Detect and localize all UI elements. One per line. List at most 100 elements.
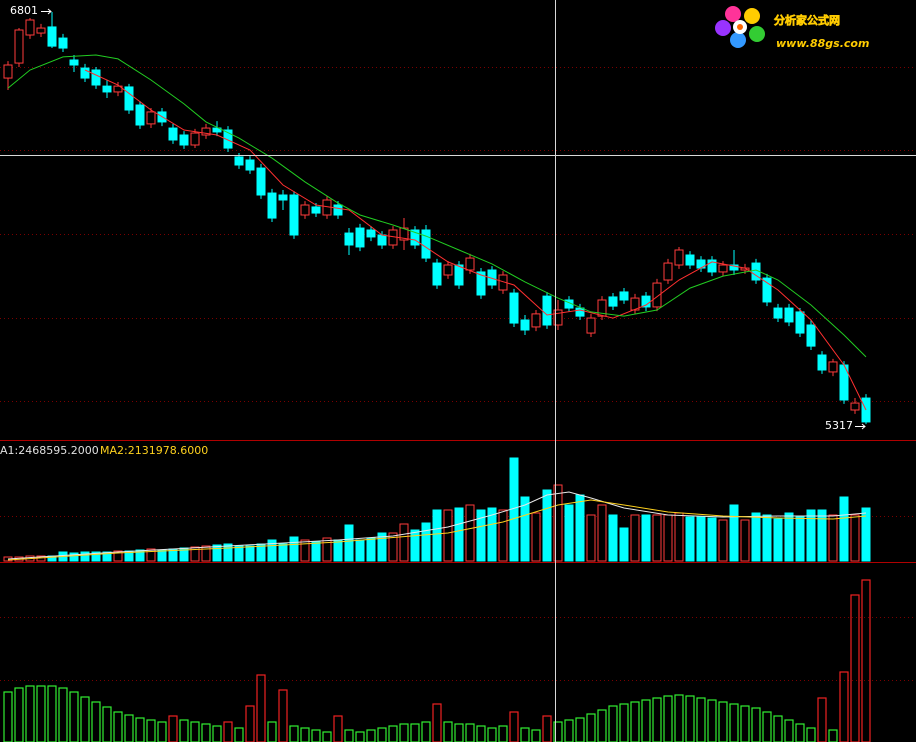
- high-arrow-head: [47, 8, 52, 15]
- indicator-bar: [597, 709, 607, 742]
- candle-body: [850, 402, 860, 411]
- logo-url: www.88gs.com: [776, 37, 869, 50]
- volume-bar: [333, 539, 343, 562]
- indicator-bar: [212, 725, 222, 742]
- volume-bar: [267, 539, 277, 562]
- ma2-label: MA2:2131978.6000: [100, 444, 208, 457]
- candle-body: [509, 292, 519, 324]
- volume-bar: [696, 516, 706, 562]
- candle-body: [366, 229, 376, 238]
- volume-bar: [432, 509, 442, 562]
- candle-body: [124, 86, 134, 111]
- candle-body: [135, 104, 145, 126]
- indicator-bar: [377, 727, 387, 742]
- candle-body: [146, 111, 156, 125]
- candle-body: [344, 232, 354, 246]
- indicator-bar: [685, 695, 695, 742]
- indicator-bar: [740, 705, 750, 742]
- candle-body: [212, 127, 222, 133]
- marks: [3, 11, 871, 742]
- indicator-bar: [443, 721, 453, 742]
- indicator-bar: [80, 696, 90, 742]
- candle-body: [795, 311, 805, 334]
- indicator-bar: [498, 725, 508, 742]
- low-label: 5317: [825, 419, 853, 432]
- indicator-bar: [652, 697, 662, 742]
- candle-body: [443, 264, 453, 276]
- candle-body: [619, 291, 629, 301]
- volume-bar: [454, 507, 464, 562]
- volume-bar: [718, 519, 728, 562]
- candle-body: [80, 67, 90, 79]
- volume-bar: [520, 496, 530, 562]
- volume-bar: [234, 545, 244, 562]
- candle-body: [245, 159, 255, 171]
- volume-bar: [608, 514, 618, 562]
- indicator-bar: [795, 723, 805, 742]
- volume-bar: [201, 545, 211, 562]
- volume-bar: [69, 552, 79, 562]
- indicator-bar: [531, 729, 541, 742]
- candle-body: [113, 85, 123, 93]
- indicator-bar: [58, 687, 68, 742]
- candle-body: [421, 229, 431, 259]
- indicator-bar: [157, 721, 167, 742]
- grid: [0, 67, 916, 681]
- candle-body: [377, 234, 387, 246]
- low-arrow-head: [861, 423, 866, 430]
- candle-body: [718, 264, 728, 273]
- volume-bar: [465, 504, 475, 562]
- candle-body: [410, 229, 420, 246]
- indicator-bar: [410, 723, 420, 742]
- candle-body: [201, 127, 211, 136]
- volume-bar: [498, 509, 508, 562]
- volume-bar: [597, 504, 607, 562]
- volume-bar: [762, 514, 772, 562]
- candle-body: [36, 27, 46, 34]
- candle-body: [289, 194, 299, 236]
- volume-bar: [564, 504, 574, 562]
- indicator-bar: [168, 715, 178, 742]
- volume-bar: [575, 494, 585, 562]
- candle-body: [597, 299, 607, 317]
- indicator-bar: [630, 701, 640, 742]
- indicator-bar: [289, 725, 299, 742]
- candle-body: [256, 167, 266, 196]
- volume-bar: [421, 522, 431, 562]
- candle-body: [707, 259, 717, 273]
- indicator-bar: [850, 594, 860, 742]
- volume-bar: [652, 514, 662, 562]
- indicator-bar: [707, 699, 717, 742]
- candle-body: [476, 271, 486, 296]
- indicator-bar: [267, 721, 277, 742]
- ma1-label: A1:2468595.2000: [0, 444, 99, 457]
- candle-body: [729, 264, 739, 271]
- volume-bar: [366, 537, 376, 562]
- indicator-bar: [355, 731, 365, 742]
- indicator-bar: [14, 687, 24, 742]
- volume-bar: [586, 514, 596, 562]
- volume-bar: [773, 518, 783, 562]
- indicator-bar: [718, 701, 728, 742]
- volume-bar: [157, 549, 167, 562]
- volume-bar: [663, 514, 673, 562]
- indicator-bar: [806, 727, 816, 742]
- indicator-bar: [663, 695, 673, 742]
- volume-bar: [344, 524, 354, 562]
- volume-bar: [399, 523, 409, 562]
- volume-bar: [190, 546, 200, 562]
- candle-body: [179, 134, 189, 146]
- candle-body: [542, 295, 552, 326]
- volume-bar: [410, 529, 420, 562]
- candle-body: [14, 29, 24, 64]
- indicator-bar: [25, 685, 35, 742]
- volume-bar: [707, 517, 717, 562]
- volume-bar: [487, 507, 497, 562]
- candle-body: [58, 37, 68, 49]
- candle-body: [652, 282, 662, 308]
- candle-body: [806, 324, 816, 347]
- indicator-bar: [91, 701, 101, 742]
- indicator-bar: [839, 671, 849, 742]
- indicator-bar: [465, 723, 475, 742]
- indicator-bar: [586, 713, 596, 742]
